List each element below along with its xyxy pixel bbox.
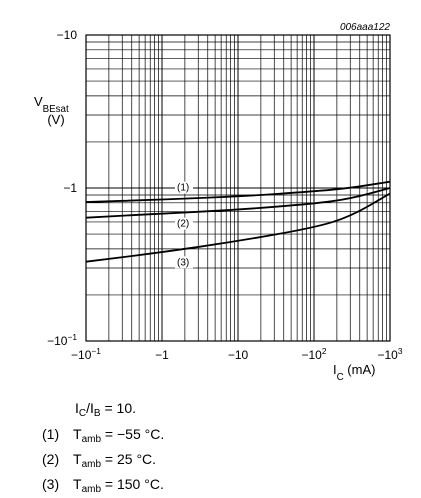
- y-axis-unit: (V): [47, 112, 64, 127]
- x-tick-label: −10: [228, 348, 249, 362]
- series-label-bg-1: [175, 181, 193, 194]
- legend-number-1: (1): [42, 426, 60, 442]
- series-label-2: (2): [177, 219, 189, 230]
- series-label-bg-2: [175, 217, 193, 230]
- legend-number-2: (2): [42, 451, 60, 467]
- series-line-2: [85, 187, 391, 219]
- chart-plot: −10−1−10−1−10−1 −1 −10 −102 −103VBEsat(V)IC …: [34, 22, 403, 383]
- x-tick-label: −1: [155, 348, 169, 362]
- x-axis-label: IC (mA): [333, 362, 375, 383]
- y-tick-label: −10−1: [47, 332, 77, 348]
- x-tick-label: −102: [301, 346, 326, 362]
- figure-id-label: 006aaa122: [340, 22, 390, 33]
- x-tick-label: −10−1: [71, 346, 101, 362]
- series-label-3: (3): [177, 257, 189, 268]
- series-line-3: [85, 192, 391, 263]
- legend-caption-2: (2) Tamb = 25 °C.: [42, 451, 157, 470]
- series-label-1: (1): [177, 183, 189, 194]
- y-tick-label: −1: [63, 181, 77, 195]
- ratio-caption: IC/IB = 10.: [75, 400, 136, 419]
- legend-caption-1: (1) Tamb = −55 °C.: [42, 426, 165, 445]
- series-label-bg-3: [175, 256, 193, 269]
- legend-caption-3: (3) Tamb = 150 °C.: [42, 476, 164, 495]
- legend-number-3: (3): [42, 476, 60, 492]
- series-line-1: [85, 180, 391, 203]
- x-tick-label: −103: [377, 346, 402, 362]
- y-axis-label: VBEsat: [34, 94, 69, 115]
- y-tick-label: −10: [57, 28, 78, 42]
